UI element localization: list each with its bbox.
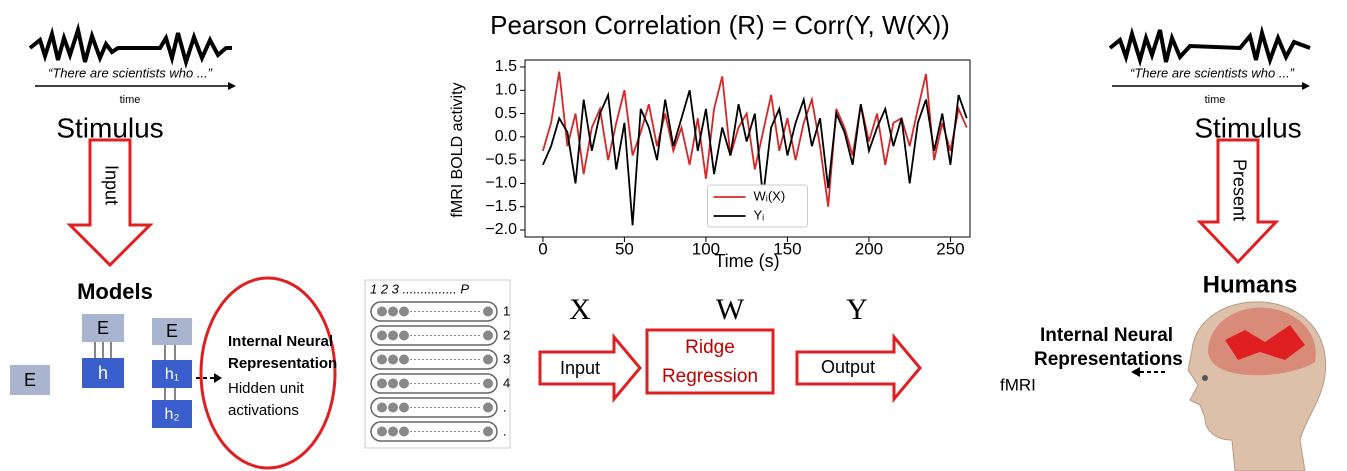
y-tick-label: −2.0: [485, 221, 517, 238]
y-tick-label: 1.5: [495, 58, 517, 75]
unit-label: E: [97, 318, 109, 338]
unit-dot: [377, 427, 387, 437]
unit-label: h: [98, 363, 108, 383]
legend-label: Yᵢ: [754, 207, 765, 222]
unit-dot: [399, 307, 409, 317]
arrow-head: [1302, 82, 1310, 90]
row-label: .: [503, 399, 507, 414]
unit-label: h₁: [165, 366, 179, 383]
unit-dot: [377, 331, 387, 341]
y-tick-label: 1.0: [495, 81, 517, 98]
quote: “There are scientists who ...”: [1130, 65, 1295, 80]
x-tick-label: 100: [692, 239, 720, 258]
var-x: X: [569, 293, 591, 326]
matrix-header: 1 2 3 ............... P: [370, 281, 469, 296]
arrow-label: Present: [1229, 159, 1249, 221]
arrow-label: Input: [101, 165, 121, 205]
unit-dot: [388, 427, 398, 437]
x-tick-label: 200: [855, 239, 883, 258]
unit-dot: [399, 355, 409, 365]
unit-dot: [483, 331, 493, 341]
unit-dot: [483, 307, 493, 317]
hidden-label: Hidden unit: [228, 380, 305, 397]
unit-dot: [388, 307, 398, 317]
legend-label: Wᵢ(X): [754, 188, 786, 203]
unit-dot: [377, 355, 387, 365]
row-label: 4: [503, 375, 510, 390]
y-tick-label: −0.5: [485, 151, 517, 168]
chart-title: Pearson Correlation (R) = Corr(Y, W(X)): [490, 10, 950, 40]
y-tick-label: 0.5: [495, 105, 517, 122]
unit-dot: [399, 403, 409, 413]
x-tick-label: 0: [538, 239, 547, 258]
unit-dot: [399, 427, 409, 437]
unit-label: h₂: [164, 406, 179, 423]
x-tick-label: 250: [936, 239, 964, 258]
x-axis-label: Time (s): [714, 251, 779, 271]
unit-dot: [483, 427, 493, 437]
waveform: [1110, 30, 1310, 62]
eye: [1202, 375, 1208, 381]
unit-dot: [483, 403, 493, 413]
output-label: Output: [821, 357, 875, 377]
row-label: 2: [503, 327, 510, 342]
row-label: 1: [503, 303, 510, 318]
representation: Representations: [1034, 349, 1183, 370]
regression-label: Ridge: [685, 337, 735, 358]
arrow-head: [214, 373, 222, 383]
unit-label: E: [166, 321, 178, 341]
row-label: .: [503, 423, 507, 438]
arrow-head: [228, 82, 236, 90]
unit-label: E: [24, 370, 36, 390]
x-tick-label: 50: [615, 239, 634, 258]
hidden-label: activations: [228, 402, 299, 419]
var-y: Y: [846, 293, 868, 326]
row-label: 3: [503, 351, 510, 366]
unit-dot: [377, 403, 387, 413]
var-w: W: [716, 293, 745, 326]
representation: Internal Neural: [228, 333, 333, 350]
unit-dot: [483, 379, 493, 389]
unit-dot: [377, 379, 387, 389]
representation: Representation: [228, 355, 337, 372]
quote: “There are scientists who ...”: [48, 65, 213, 80]
time-label: time: [120, 94, 141, 106]
input-label: Input: [560, 358, 600, 378]
y-tick-label: −1.0: [485, 175, 517, 192]
unit-dot: [388, 379, 398, 389]
time-label: time: [1205, 94, 1226, 106]
models: Models: [77, 279, 153, 304]
matrix-rows: 1 2 3 4..: [371, 302, 510, 441]
y-tick-label: −1.5: [485, 198, 517, 215]
unit-dot: [388, 403, 398, 413]
y-tick-label: 0.0: [495, 128, 517, 145]
representation: Internal Neural: [1040, 325, 1173, 346]
fmri: fMRI: [1000, 375, 1036, 394]
unit-dot: [388, 355, 398, 365]
waveform: [30, 30, 232, 62]
representation-circle: [201, 278, 335, 468]
y-axis-label: fMRI BOLD activity: [449, 82, 466, 217]
x-tick-label: 150: [773, 239, 801, 258]
unit-dot: [377, 307, 387, 317]
unit-dot: [388, 331, 398, 341]
regression-label: Regression: [662, 366, 758, 387]
unit-dot: [399, 379, 409, 389]
unit-dot: [483, 355, 493, 365]
page: “There are scientists who ...” time Stim…: [0, 0, 1347, 471]
unit-dot: [399, 331, 409, 341]
humans: Humans: [1203, 271, 1298, 298]
